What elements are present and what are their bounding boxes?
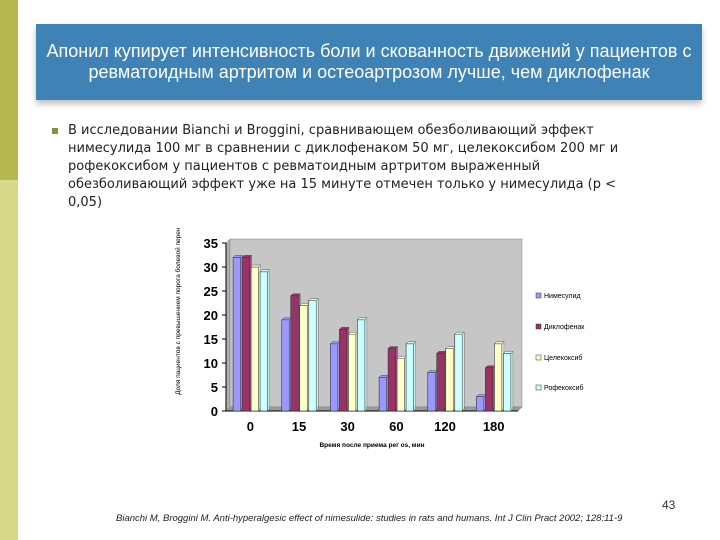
bar-Нимесулид-60	[378, 377, 387, 412]
x-tick-label: 30	[340, 419, 354, 434]
legend-swatch-Диклофенак	[535, 323, 542, 330]
citation: Bianchi M, Broggini M. Anti-hyperalgesic…	[116, 513, 623, 524]
bar-Целекоксиб-180	[494, 343, 503, 412]
bar-Целекоксиб-15	[299, 305, 308, 412]
bar-Рофекоксиб-60	[405, 343, 414, 412]
bar-top	[329, 341, 341, 345]
bar-Диклофенак-60	[387, 348, 396, 412]
bar-Диклофенак-180	[485, 367, 494, 412]
bar-Рофекоксиб-180	[503, 353, 512, 412]
y-tick-label: 15	[204, 332, 218, 347]
decorative-divider	[18, 0, 20, 540]
x-tick-label: 60	[389, 419, 403, 434]
slide-title: Апонил купирует интенсивность боли и ско…	[46, 41, 692, 82]
x-tick-label: 120	[434, 419, 456, 434]
bar-top	[281, 317, 292, 321]
x-tick-label: 15	[292, 419, 306, 434]
bar-top	[405, 341, 417, 345]
x-tick-label: 180	[483, 419, 505, 434]
bar-top	[232, 255, 244, 258]
legend-label-Целекоксиб: Целекоксиб	[544, 354, 582, 362]
bar-top	[299, 303, 310, 306]
bar-side	[364, 317, 368, 412]
decorative-bar-top	[0, 0, 18, 180]
bar-top	[290, 293, 301, 297]
bar-top	[493, 341, 505, 345]
decorative-bar-bottom	[0, 180, 18, 540]
y-tick-label: 0	[211, 404, 218, 419]
bar-Рофекоксиб-120	[454, 333, 463, 412]
bar-top	[427, 370, 438, 373]
legend-label-Рофекоксиб: Рофекоксиб	[544, 384, 584, 392]
page-number: 43	[662, 498, 676, 512]
bar-Диклофенак-0	[241, 257, 250, 412]
bar-side	[267, 269, 270, 412]
bar-top	[250, 264, 262, 268]
bar-Целекоксиб-60	[396, 357, 405, 412]
bar-Целекоксиб-120	[445, 348, 454, 412]
legend-label-Диклофенак: Диклофенак	[544, 324, 585, 331]
bar-Диклофенак-15	[290, 295, 299, 412]
legend-swatch-Нимесулид	[535, 292, 542, 299]
bar-Рофекоксиб-15	[308, 300, 317, 412]
bar-Целекоксиб-0	[250, 266, 259, 412]
bar-Рофекоксиб-0	[259, 271, 268, 412]
bar-Нимесулид-0	[232, 257, 241, 412]
bar-top	[308, 298, 319, 301]
bar-top	[502, 351, 514, 354]
x-axis-title: Время после приема рег os, мин	[319, 442, 424, 449]
y-tick-label: 25	[204, 284, 218, 299]
bar-side	[462, 331, 465, 412]
y-tick-label: 35	[204, 236, 218, 251]
bullet-marker	[52, 128, 58, 134]
bar-top	[436, 351, 447, 354]
bar-Нимесулид-15	[281, 319, 290, 412]
bar-Нимесулид-180	[476, 396, 485, 412]
chart-container: 0 5 10 15 20 25 30 35 0 15 30 60 120 180 Время после п…	[162, 199, 618, 458]
y-tick-label: 5	[211, 380, 218, 395]
y-axis-title: Доля пациентов с превышением порога боле…	[174, 228, 182, 395]
bar-top	[241, 255, 253, 258]
bar-side	[510, 350, 514, 412]
bar-side	[413, 341, 416, 412]
legend-swatch-Рофекоксиб	[535, 384, 542, 391]
legend-swatch-Целекоксиб	[535, 354, 542, 361]
bar-top	[396, 355, 408, 359]
bar-top	[484, 365, 496, 369]
bar-top	[259, 269, 271, 272]
bar-Рофекоксиб-30	[357, 319, 366, 412]
bar-top	[356, 317, 368, 321]
bar-Нимесулид-30	[330, 343, 339, 412]
x-tick-label: 0	[247, 419, 254, 434]
bar-Нимесулид-120	[427, 372, 436, 412]
bar-Целекоксиб-30	[348, 333, 357, 412]
y-tick-label: 20	[204, 308, 218, 323]
bar-top	[347, 331, 359, 335]
bar-Диклофенак-120	[436, 353, 445, 412]
bar-top	[387, 346, 399, 349]
legend-label-Нимесулид: Нимесулид	[544, 293, 581, 300]
slide-title-box: Апонил купирует интенсивность боли и ско…	[36, 24, 702, 100]
bar-Диклофенак-30	[339, 329, 348, 412]
intro-paragraph: В исследовании Bianchi и Broggini, сравн…	[68, 123, 619, 210]
bar-top	[445, 346, 456, 349]
bar-top	[378, 375, 390, 378]
y-tick-label: 30	[204, 260, 218, 275]
plot-back-wall	[229, 238, 523, 408]
bar-top	[454, 331, 465, 335]
bar-top	[338, 327, 350, 330]
y-tick-label: 10	[204, 356, 218, 371]
bar-side	[316, 298, 319, 412]
bar-top	[475, 394, 487, 397]
plot-side-wall	[225, 238, 231, 412]
bar-chart: 0 5 10 15 20 25 30 35 0 15 30 60 120 180 Время после п…	[174, 199, 585, 449]
